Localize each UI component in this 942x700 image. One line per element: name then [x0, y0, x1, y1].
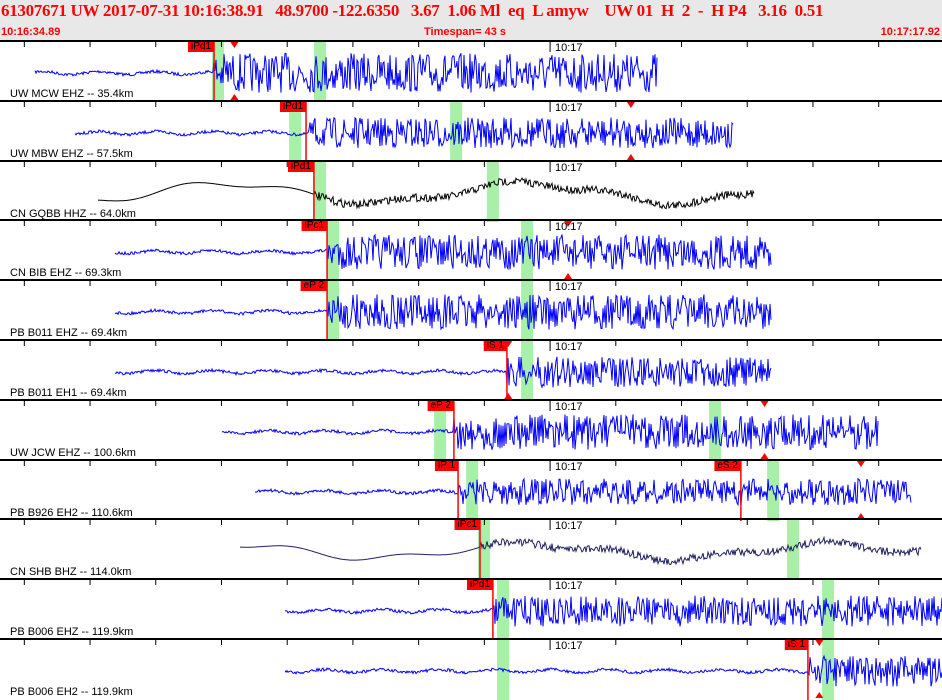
- amplitude-marker-icon: [504, 393, 513, 399]
- station-label: PB B011 EH1 -- 69.4km: [10, 387, 127, 399]
- phase-window: [486, 161, 499, 222]
- waveform-trace: [34, 52, 658, 93]
- waveform-trace: [221, 414, 879, 450]
- minute-label: 10:17: [555, 580, 583, 593]
- waveform-plot: [23, 640, 942, 700]
- amplitude-marker-icon: [564, 221, 573, 228]
- minute-label: 10:17: [555, 101, 583, 114]
- phase-window: [314, 42, 327, 102]
- minute-label: 10:17: [555, 221, 583, 234]
- pick-label[interactable]: iPc1: [301, 221, 328, 232]
- pick-label[interactable]: eP 2: [300, 281, 328, 292]
- amplitude-marker-icon: [760, 452, 769, 459]
- trace-panel[interactable]: 10:17 eP 2 PB B011 EHZ -- 69.4km: [0, 279, 942, 342]
- waveform-trace: [98, 176, 755, 210]
- amplitude-marker-icon: [815, 640, 824, 646]
- phase-window: [521, 341, 534, 401]
- amplitude-marker-icon: [760, 400, 769, 407]
- phase-window: [450, 101, 463, 162]
- amplitude-marker-icon: [230, 94, 239, 100]
- minute-label: 10:17: [555, 281, 583, 294]
- amplitude-marker-icon: [856, 460, 865, 467]
- station-label: UW JCW EHZ -- 100.6km: [10, 446, 136, 459]
- minute-label: 10:17: [555, 341, 583, 353]
- timespan: Timespan= 43 s: [424, 26, 507, 38]
- trace-panel[interactable]: 10:17 iPc1 CN SHB BHZ -- 114.0km: [0, 518, 942, 581]
- waveform-plot: [23, 580, 942, 641]
- phase-window: [496, 580, 509, 641]
- trace-panel[interactable]: 10:17 iP 1 eS 2 PB B926 EH2 -- 110.6km: [0, 458, 942, 521]
- minute-label: 10:17: [555, 520, 583, 533]
- minute-label: 10:17: [555, 400, 583, 413]
- pick-label[interactable]: iS 1: [483, 341, 507, 351]
- waveform-plot: [23, 400, 880, 461]
- pick-label[interactable]: eP 2: [427, 400, 454, 411]
- trace-panel[interactable]: 10:17 iPc1 CN BIB EHZ -- 69.3km: [0, 219, 942, 282]
- waveform-plot: [23, 520, 922, 581]
- station-label: PB B006 EH2 -- 119.9km: [10, 686, 133, 698]
- trace-panel[interactable]: 10:17 iPd1 UW MCW EHZ -- 35.4km: [0, 40, 942, 102]
- pick-label[interactable]: iPd1: [287, 161, 314, 172]
- pick-label[interactable]: iP 1: [435, 460, 459, 471]
- start-time: 10:16:34.89: [1, 26, 61, 38]
- waveform-plot: [23, 341, 880, 401]
- station-label: UW MCW EHZ -- 35.4km: [10, 88, 134, 100]
- phase-window: [477, 520, 490, 581]
- pick-label[interactable]: iPd1: [466, 580, 493, 591]
- trace-panel[interactable]: 10:17 iPd1 PB B006 EHZ -- 119.9km: [0, 578, 942, 641]
- waveform-trace: [114, 294, 772, 331]
- pick-label[interactable]: iS 1: [784, 640, 808, 650]
- trace-panel[interactable]: 10:17 iS 1 PB B011 EH1 -- 69.4km: [0, 339, 942, 401]
- waveform-trace: [114, 233, 772, 271]
- event-header: 61307671 UW 2017-07-31 10:16:38.91 48.97…: [0, 0, 942, 40]
- trace-panel[interactable]: 10:17 iS 1 PB B006 EH2 -- 119.9km: [0, 638, 942, 700]
- waveform-trace: [74, 116, 734, 149]
- phase-window: [211, 42, 224, 102]
- pick-label[interactable]: iPc1: [454, 520, 480, 531]
- phase-window: [466, 460, 479, 521]
- phase-window: [521, 221, 534, 282]
- trace-panel[interactable]: 10:17 iPd1 CN GQBB HHZ -- 64.0km: [0, 159, 942, 222]
- pick-label[interactable]: eS 2: [714, 460, 741, 471]
- station-label: PB B926 EH2 -- 110.6km: [10, 506, 133, 519]
- amplitude-marker-icon: [856, 512, 865, 519]
- waveform-trace: [114, 356, 772, 389]
- pick-label[interactable]: iPd1: [188, 42, 215, 52]
- station-label: CN BIB EHZ -- 69.3km: [10, 267, 122, 280]
- trace-panel[interactable]: 10:17 eP 2 UW JCW EHZ -- 100.6km: [0, 398, 942, 461]
- waveform-plot: [23, 281, 880, 342]
- station-label: PB B006 EHZ -- 119.9km: [10, 626, 134, 639]
- trace-panel[interactable]: 10:17 iPd1 UW MBW EHZ -- 57.5km: [0, 99, 942, 162]
- amplitude-marker-icon: [626, 153, 635, 160]
- waveform-plot: [23, 42, 880, 102]
- waveform-trace: [240, 535, 922, 566]
- station-label: UW MBW EHZ -- 57.5km: [10, 147, 133, 160]
- waveform-trace: [284, 654, 942, 687]
- station-label: CN GQBB HHZ -- 64.0km: [10, 207, 136, 220]
- pick-label[interactable]: iPd1: [280, 101, 307, 112]
- waveform-trace: [284, 595, 942, 627]
- phase-window: [822, 580, 835, 641]
- phase-window: [434, 400, 447, 461]
- waveform-plot: [23, 460, 912, 521]
- waveform-trace: [255, 477, 912, 506]
- minute-label: 10:17: [555, 460, 583, 473]
- station-label: PB B011 EHZ -- 69.4km: [10, 327, 128, 340]
- station-label: CN SHB BHZ -- 114.0km: [10, 566, 132, 579]
- minute-label: 10:17: [555, 42, 583, 54]
- minute-label: 10:17: [555, 161, 583, 174]
- phase-window: [314, 161, 327, 222]
- amplitude-marker-icon: [230, 42, 239, 48]
- amplitude-marker-icon: [815, 692, 824, 698]
- waveform-plot: [23, 161, 880, 222]
- minute-label: 10:17: [555, 640, 583, 652]
- seismogram-panels: 10:17 iPd1 UW MCW EHZ -- 35.4km 10:17 iPd1 UW…: [0, 40, 942, 700]
- amplitude-marker-icon: [626, 101, 635, 108]
- event-summary: 61307671 UW 2017-07-31 10:16:38.91 48.97…: [1, 1, 824, 20]
- amplitude-marker-icon: [564, 273, 573, 280]
- waveform-plot: [23, 221, 880, 282]
- waveform-plot: [23, 101, 880, 162]
- phase-window: [289, 101, 302, 162]
- end-time: 10:17:17.92: [880, 26, 940, 38]
